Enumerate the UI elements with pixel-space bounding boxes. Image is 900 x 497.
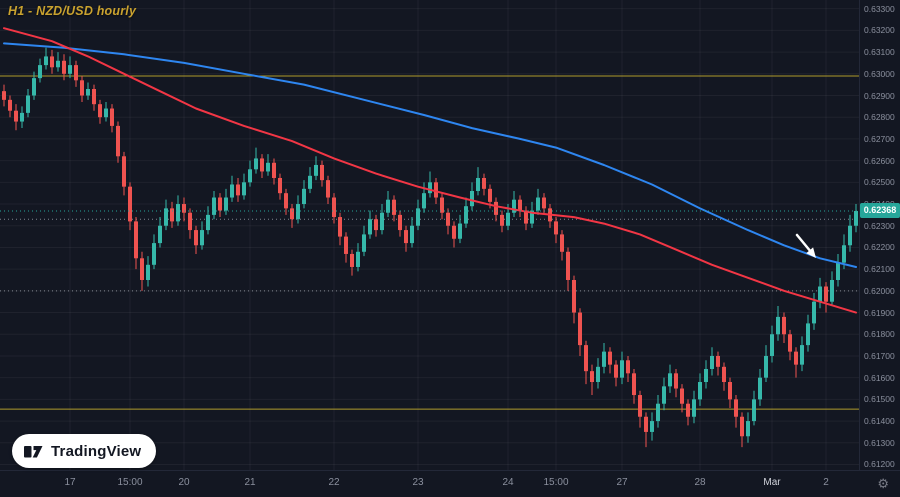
price-tick-label: 0.62900 (864, 90, 895, 101)
price-tick-label: 0.61500 (864, 394, 895, 405)
price-tick-label: 0.62800 (864, 112, 895, 123)
gear-icon[interactable]: ⚙ (877, 476, 889, 491)
price-tick-label: 0.62300 (864, 220, 895, 231)
horizontal-lines-layer (0, 75, 860, 410)
time-tick-label: 28 (694, 477, 706, 488)
grid-layer (0, 0, 860, 471)
price-tick-label: 0.63200 (864, 25, 895, 36)
price-tick-label: 0.61700 (864, 350, 895, 361)
watermark-label: TradingView (51, 442, 142, 460)
price-tick-label: 0.62700 (864, 133, 895, 144)
chart-title: H1 - NZD/USD hourly (8, 4, 137, 18)
price-axis[interactable]: 0.62368 0.63300 0.63200 0.63100 0.63000 0.62… (859, 0, 900, 471)
time-axis[interactable]: ⚙ 17 15:00 20 21 22 23 24 15:00 27 28 Mar 2 (0, 470, 900, 497)
price-tick-label: 0.62200 (864, 242, 895, 253)
price-chart-svg[interactable] (0, 0, 860, 471)
time-tick-label: 17 (64, 477, 76, 488)
price-tick-label: 0.62600 (864, 155, 895, 166)
tradingview-watermark[interactable]: TradingView (12, 434, 157, 468)
price-tick-label: 0.61300 (864, 437, 895, 448)
chart-pane[interactable] (0, 0, 860, 471)
price-tick-label: 0.61800 (864, 329, 895, 340)
time-tick-label: 27 (616, 477, 628, 488)
price-tick-label: 0.63100 (864, 47, 895, 58)
last-price-badge: 0.62368 (860, 203, 900, 219)
time-tick-label: 24 (502, 477, 514, 488)
price-tick-label: 0.63300 (864, 3, 895, 14)
time-tick-label: 21 (244, 477, 256, 488)
ma-blue-line (3, 42, 857, 268)
price-tick-label: 0.62000 (864, 285, 895, 296)
candles-layer (2, 47, 858, 448)
price-tick-label: 0.61900 (864, 307, 895, 318)
tradingview-logo-icon (24, 445, 43, 457)
time-tick-label: 23 (412, 477, 424, 488)
arrow-annotation[interactable] (795, 233, 816, 258)
time-tick-label: 22 (328, 477, 340, 488)
price-tick-label: 0.61200 (864, 459, 895, 470)
price-tick-label: 0.63000 (864, 68, 895, 79)
price-tick-label: 0.61400 (864, 416, 895, 427)
time-tick-label: 2 (823, 477, 829, 488)
time-tick-label: 15:00 (543, 477, 569, 488)
time-tick-label: Mar (763, 477, 781, 488)
price-tick-label: 0.62100 (864, 264, 895, 275)
ma-red-line (3, 27, 857, 314)
time-tick-label: 15:00 (117, 477, 143, 488)
time-tick-label: 20 (178, 477, 190, 488)
price-tick-label: 0.62500 (864, 177, 895, 188)
price-tick-label: 0.61600 (864, 372, 895, 383)
